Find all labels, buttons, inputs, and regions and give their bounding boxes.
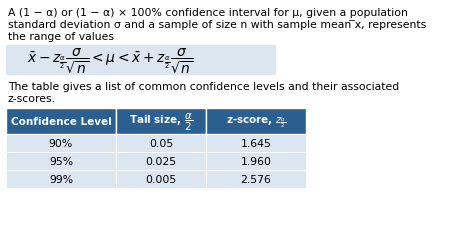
FancyBboxPatch shape [6, 134, 116, 152]
Text: 99%: 99% [49, 174, 73, 184]
FancyBboxPatch shape [116, 170, 206, 188]
FancyBboxPatch shape [206, 170, 306, 188]
Text: Confidence Level: Confidence Level [10, 116, 111, 126]
Text: z-scores.: z-scores. [8, 94, 56, 104]
Text: 1.645: 1.645 [241, 138, 272, 148]
Text: z-score, $z_{\frac{\alpha}{2}}$: z-score, $z_{\frac{\alpha}{2}}$ [226, 114, 286, 129]
Text: The table gives a list of common confidence levels and their associated: The table gives a list of common confide… [8, 82, 399, 92]
FancyBboxPatch shape [116, 134, 206, 152]
Text: 0.05: 0.05 [149, 138, 173, 148]
Text: A (1 − α) or (1 − α) × 100% confidence interval for μ, given a population: A (1 − α) or (1 − α) × 100% confidence i… [8, 8, 408, 18]
FancyBboxPatch shape [116, 109, 206, 134]
Text: standard deviation σ and a sample of size n with sample mean ̅x, represents: standard deviation σ and a sample of siz… [8, 20, 426, 30]
Text: 90%: 90% [49, 138, 73, 148]
Text: 1.960: 1.960 [240, 156, 272, 166]
FancyBboxPatch shape [206, 152, 306, 170]
FancyBboxPatch shape [6, 170, 116, 188]
Text: 95%: 95% [49, 156, 73, 166]
Text: $\bar{x} - z_{\frac{\alpha}{2}}\dfrac{\sigma}{\sqrt{n}} < \mu < \bar{x} + z_{\fr: $\bar{x} - z_{\frac{\alpha}{2}}\dfrac{\s… [27, 46, 194, 75]
FancyBboxPatch shape [6, 46, 276, 76]
FancyBboxPatch shape [116, 152, 206, 170]
Text: 0.005: 0.005 [146, 174, 177, 184]
Text: Tail size, $\dfrac{\alpha}{2}$: Tail size, $\dfrac{\alpha}{2}$ [129, 111, 193, 132]
FancyBboxPatch shape [206, 134, 306, 152]
Text: 2.576: 2.576 [241, 174, 272, 184]
Text: the range of values: the range of values [8, 32, 114, 42]
FancyBboxPatch shape [6, 109, 116, 134]
FancyBboxPatch shape [206, 109, 306, 134]
FancyBboxPatch shape [6, 152, 116, 170]
Text: 0.025: 0.025 [146, 156, 176, 166]
